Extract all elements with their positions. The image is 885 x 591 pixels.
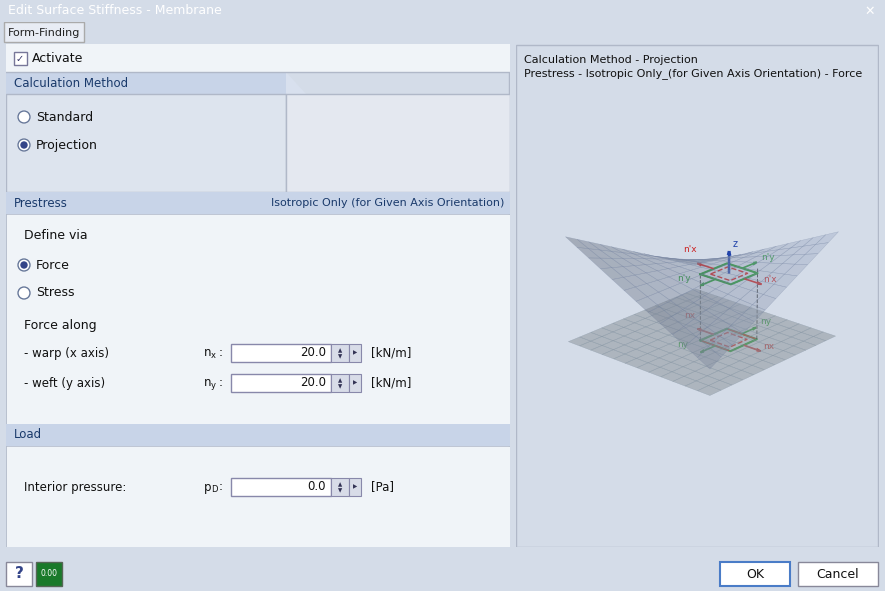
Text: :: : <box>219 376 223 389</box>
Text: ▲: ▲ <box>338 349 342 353</box>
Circle shape <box>18 259 30 271</box>
Bar <box>720 562 790 586</box>
Text: y: y <box>211 382 216 391</box>
Text: Form-Finding: Form-Finding <box>8 28 81 38</box>
Text: Edit Surface Stiffness - Membrane: Edit Surface Stiffness - Membrane <box>8 5 222 18</box>
Polygon shape <box>286 72 306 94</box>
Text: Prestress - Isotropic Only_(for Given Axis Orientation) - Force: Prestress - Isotropic Only_(for Given Ax… <box>524 69 862 79</box>
Text: ?: ? <box>14 567 23 582</box>
Text: Define via: Define via <box>24 229 88 242</box>
Text: Force: Force <box>36 258 70 271</box>
Bar <box>6 562 32 586</box>
Bar <box>6 446 510 547</box>
Text: ▲: ▲ <box>338 482 342 488</box>
Text: x: x <box>211 352 216 361</box>
Text: [kN/m]: [kN/m] <box>371 376 412 389</box>
Bar <box>349 344 361 362</box>
Text: ✕: ✕ <box>865 5 875 18</box>
Bar <box>349 374 361 392</box>
Text: ▶: ▶ <box>353 485 358 489</box>
Text: - warp (x axis): - warp (x axis) <box>24 346 109 359</box>
Bar <box>331 478 349 496</box>
Circle shape <box>18 287 30 299</box>
Bar <box>4 22 84 42</box>
Text: 20.0: 20.0 <box>300 376 326 389</box>
Text: :: : <box>219 346 223 359</box>
Circle shape <box>21 142 27 148</box>
Bar <box>36 562 62 586</box>
Bar <box>798 562 878 586</box>
Text: [kN/m]: [kN/m] <box>371 346 412 359</box>
Bar <box>349 478 361 496</box>
Text: Isotropic Only (for Given Axis Orientation): Isotropic Only (for Given Axis Orientati… <box>271 198 504 208</box>
Text: 20.0: 20.0 <box>300 346 326 359</box>
Bar <box>286 94 510 192</box>
Text: 0.00: 0.00 <box>41 570 58 579</box>
Text: 0.0: 0.0 <box>307 480 326 493</box>
Text: ▶: ▶ <box>353 350 358 356</box>
Text: Force along: Force along <box>24 319 96 332</box>
Text: Stress: Stress <box>36 287 74 300</box>
Text: :: : <box>219 480 223 493</box>
Bar <box>6 424 510 446</box>
Circle shape <box>18 111 30 123</box>
Text: - weft (y axis): - weft (y axis) <box>24 376 105 389</box>
Text: ▶: ▶ <box>353 381 358 385</box>
Text: [Pa]: [Pa] <box>371 480 394 493</box>
Text: p: p <box>204 480 212 493</box>
Text: Cancel: Cancel <box>817 567 859 580</box>
Bar <box>6 192 510 214</box>
Text: D: D <box>211 485 218 495</box>
Text: n: n <box>204 376 212 389</box>
Text: n: n <box>204 346 212 359</box>
Text: OK: OK <box>746 567 764 580</box>
Bar <box>331 344 349 362</box>
Bar <box>231 478 331 496</box>
Text: Calculation Method: Calculation Method <box>14 76 128 89</box>
Text: Prestress: Prestress <box>14 196 68 209</box>
Bar <box>6 44 510 72</box>
Text: Standard: Standard <box>36 111 93 124</box>
Text: Interior pressure:: Interior pressure: <box>24 480 127 493</box>
Circle shape <box>21 262 27 268</box>
Bar <box>231 344 331 362</box>
Bar <box>6 94 286 192</box>
Text: Calculation Method - Projection: Calculation Method - Projection <box>524 55 698 65</box>
Text: ▲: ▲ <box>338 378 342 384</box>
Bar <box>6 214 510 424</box>
Bar <box>231 374 331 392</box>
Text: Activate: Activate <box>32 51 83 64</box>
Bar <box>331 374 349 392</box>
Text: ▼: ▼ <box>338 489 342 493</box>
Circle shape <box>18 139 30 151</box>
Text: ✓: ✓ <box>16 54 24 64</box>
Text: ▼: ▼ <box>338 355 342 359</box>
Bar <box>14 52 27 65</box>
Text: Load: Load <box>14 428 42 441</box>
Text: ▼: ▼ <box>338 385 342 389</box>
Text: Projection: Projection <box>36 138 98 151</box>
Bar <box>6 72 286 94</box>
